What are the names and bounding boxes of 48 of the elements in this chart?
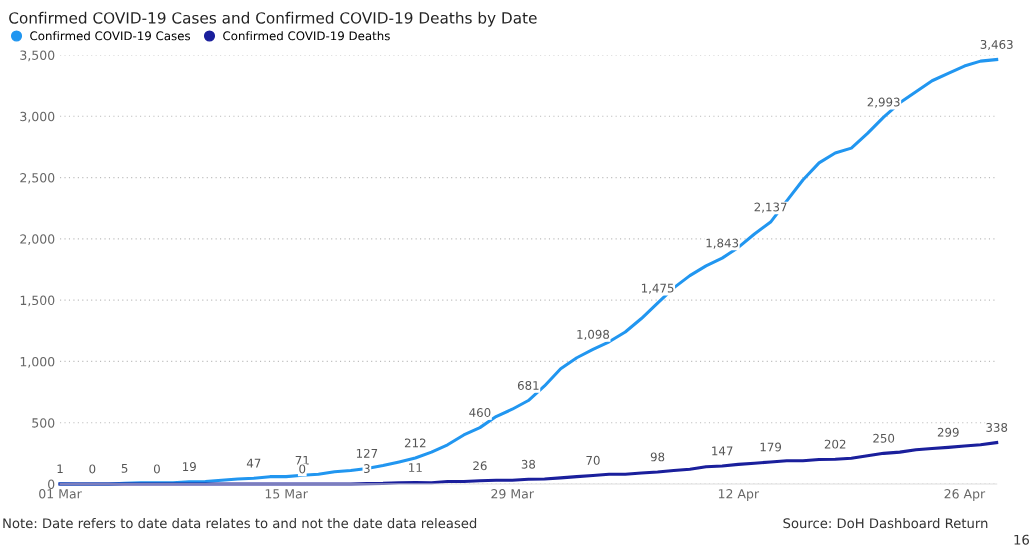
data-label: 250 (873, 433, 895, 443)
data-label: 0 (299, 464, 306, 474)
source-note: Source: DoH Dashboard Return (783, 517, 988, 529)
data-label: 0 (153, 464, 160, 474)
data-label: 2,137 (754, 202, 787, 213)
data-label: 3,463 (980, 39, 1013, 51)
data-label: 26 (473, 461, 487, 471)
data-label: 3 (364, 464, 370, 474)
data-label: 2,993 (867, 97, 900, 108)
y-tick-label: 1,500 (20, 295, 55, 307)
data-label: 212 (404, 438, 426, 448)
x-tick-label: 15 Mar (265, 489, 308, 499)
y-tick-label: 0 (48, 479, 55, 489)
text: Note: Date refers to date data relates to and not the date data released (3, 517, 477, 529)
data-label: 202 (824, 439, 846, 449)
y-tick-label: 500 (32, 418, 55, 428)
y-tick-label: 1,000 (20, 356, 55, 368)
data-label: 460 (469, 408, 491, 417)
x-tick-label: 26 Apr (944, 489, 986, 501)
data-label: 5 (121, 463, 128, 473)
legend-label: Confirmed COVID-19 Deaths (223, 31, 390, 41)
y-tick-label: 3,500 (20, 50, 55, 62)
y-tick-label: 3,000 (20, 111, 55, 123)
data-label: 147 (712, 446, 733, 456)
data-label: 47 (246, 458, 261, 468)
data-label: 19 (183, 462, 196, 472)
data-label: 98 (650, 452, 665, 462)
y-tick-label: 2,500 (20, 173, 55, 184)
x-tick-label: 29 Mar (491, 489, 534, 499)
data-label: 299 (937, 427, 959, 437)
data-label: 1,098 (577, 329, 610, 340)
data-label: 338 (986, 423, 1008, 432)
data-label: 11 (409, 463, 422, 472)
data-label: 1,843 (706, 238, 739, 249)
x-tick-label: 12 Apr (718, 489, 760, 501)
data-label: 38 (521, 459, 536, 469)
y-tick-label: 2,000 (20, 234, 55, 246)
data-label: 70 (586, 455, 600, 465)
data-label: 0 (89, 464, 96, 474)
chart-title: Confirmed COVID-19 Cases and Confirmed COVID-19 Deaths by Date (9, 11, 537, 27)
data-label: 1 (57, 464, 63, 474)
data-label: 179 (760, 442, 782, 452)
data-label: 127 (356, 448, 378, 458)
legend-label: Confirmed COVID-19 Cases (30, 31, 191, 41)
data-label: 1,475 (641, 283, 674, 294)
data-label: 681 (517, 380, 539, 390)
text: 16 (1014, 534, 1029, 545)
x-tick-label: 01 Mar (39, 489, 82, 499)
